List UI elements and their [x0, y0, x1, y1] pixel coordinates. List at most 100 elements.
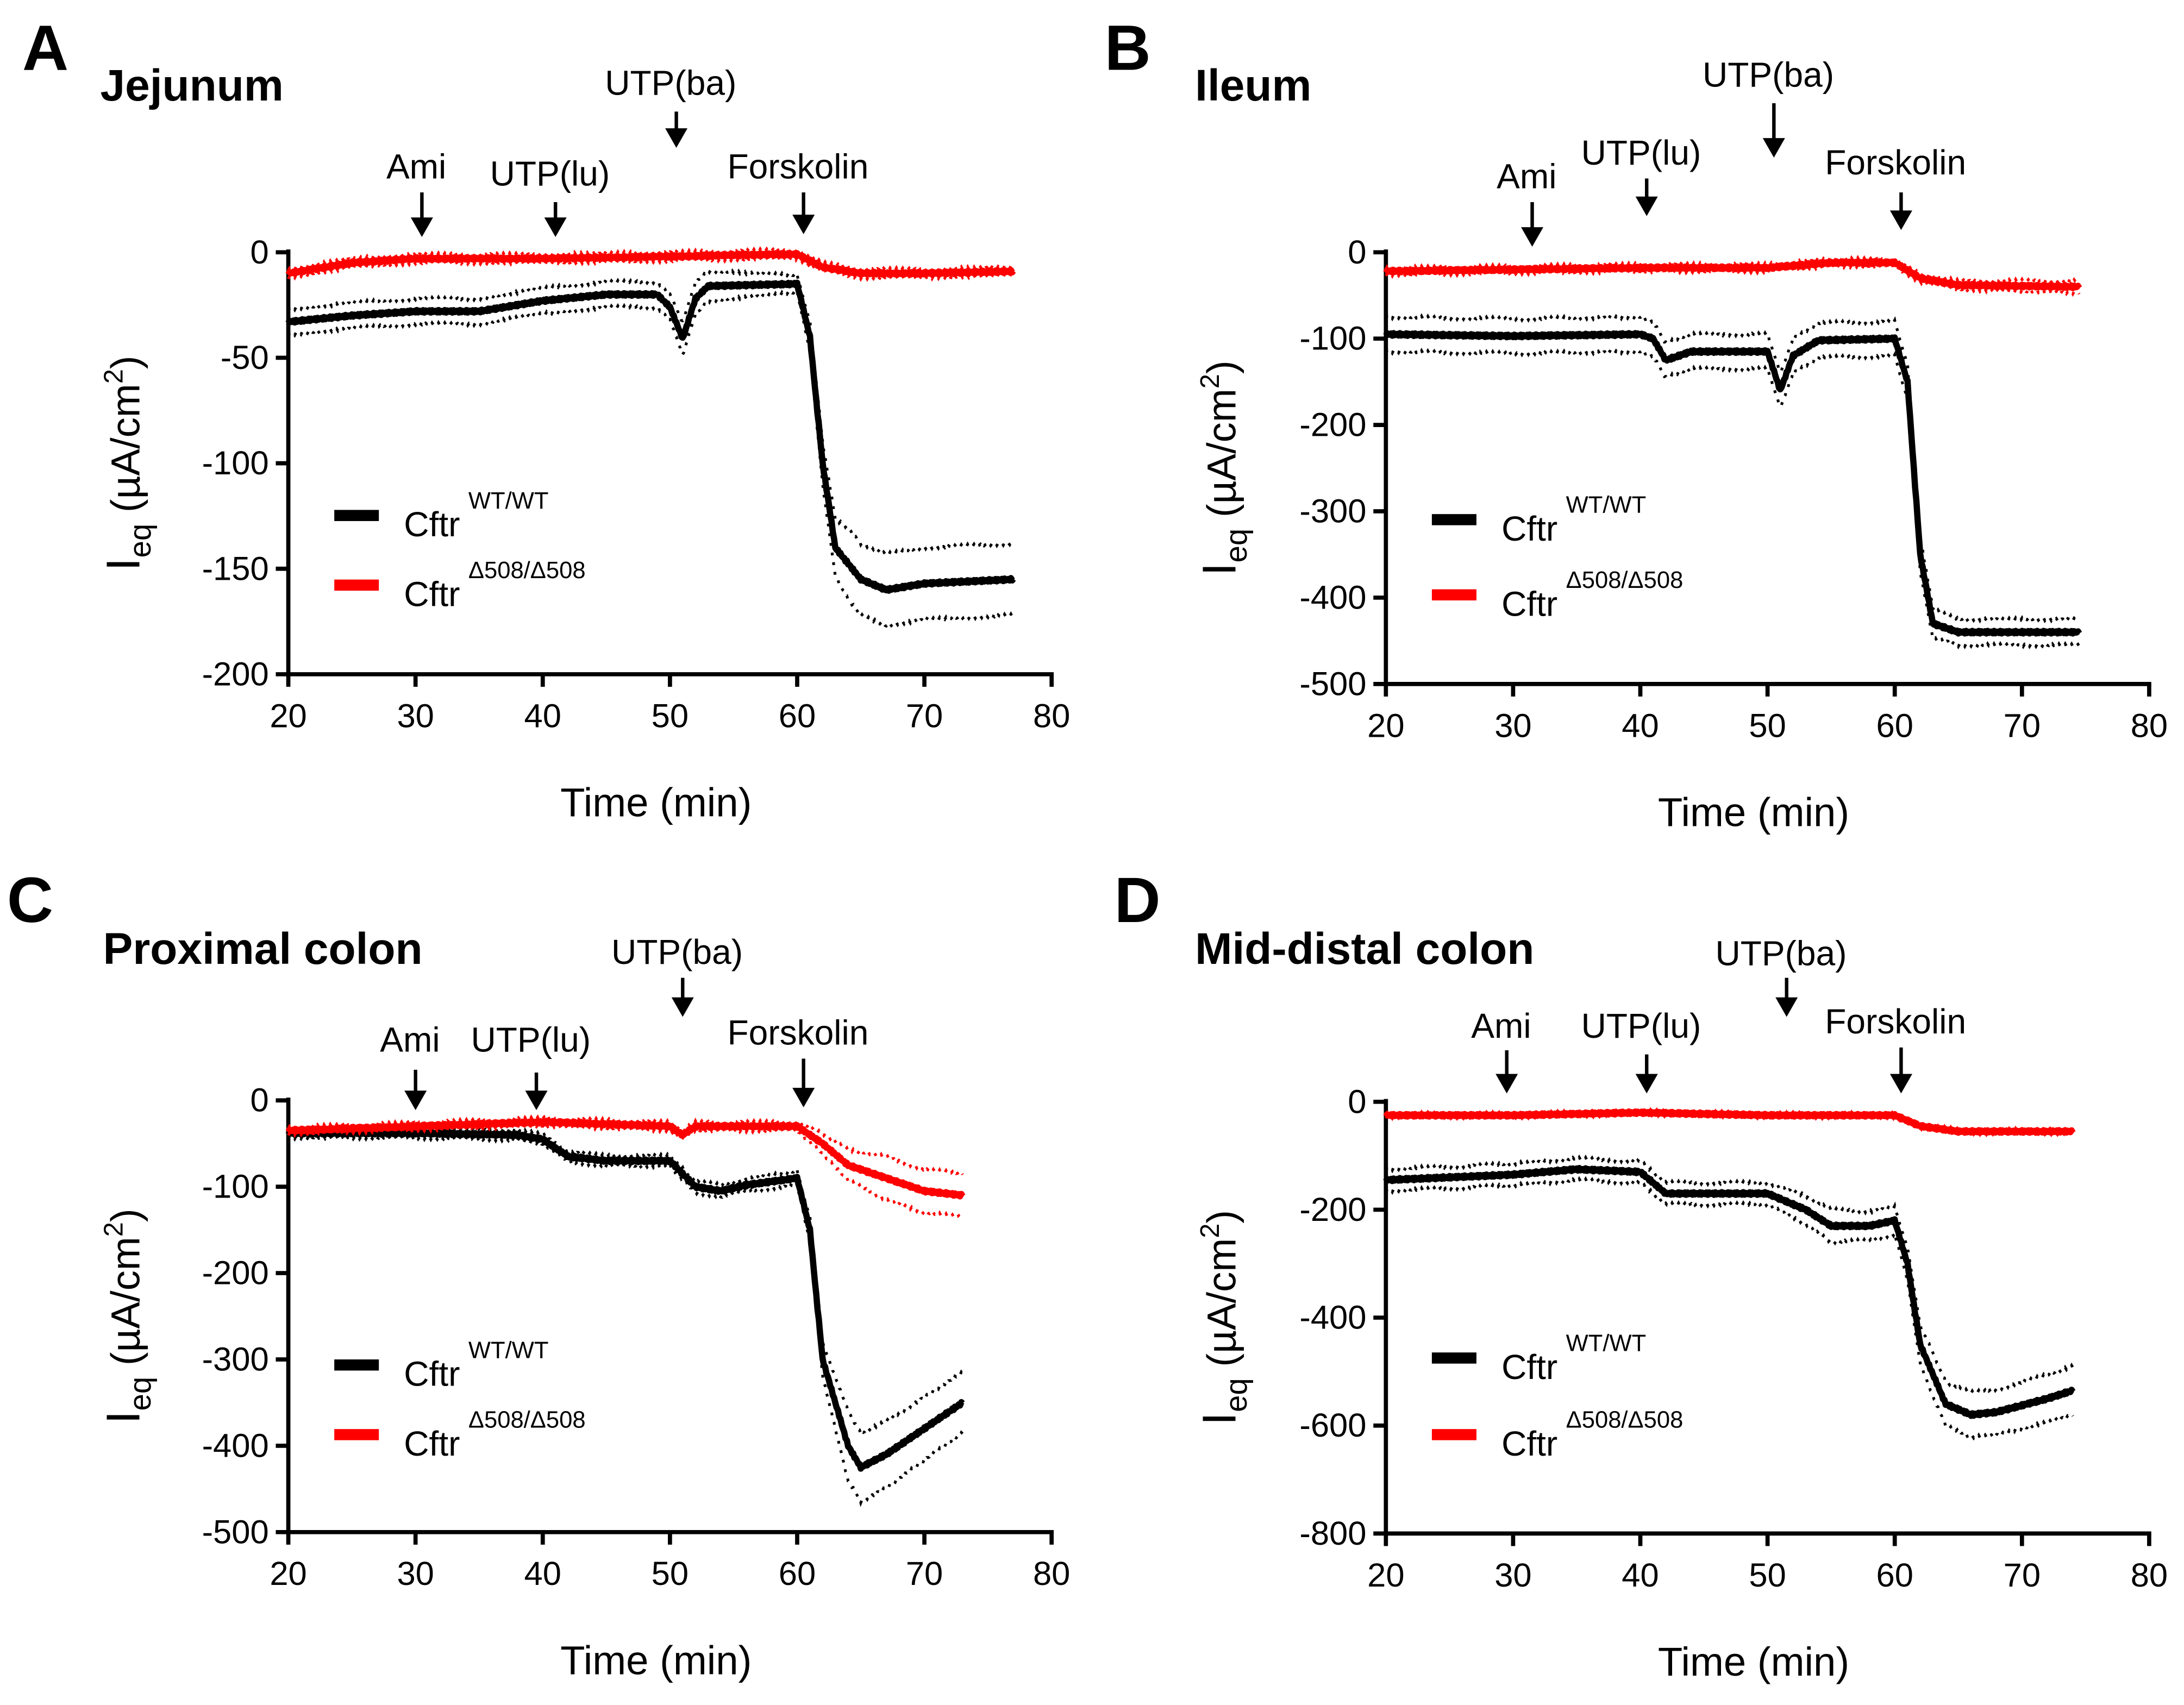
sem-upper-line: [1385, 254, 2081, 285]
y-label-symbol: I: [1193, 1412, 1246, 1425]
arrow-down-icon: [1889, 1074, 1912, 1094]
y-tick-label: 0: [250, 1082, 268, 1119]
legend-swatch: [1431, 1429, 1476, 1440]
panel-title: Proximal colon: [103, 924, 423, 974]
y-tick-label: -300: [1299, 493, 1366, 530]
x-tick-label: 80: [2131, 707, 2168, 744]
y-tick-label: -200: [202, 655, 269, 693]
x-tick-label: 60: [779, 1555, 816, 1593]
x-tick-label: 60: [779, 697, 816, 735]
series-line: [1383, 258, 2082, 291]
arrow-down-icon: [792, 215, 815, 234]
panel-a: A Jejunum 20 30 40 50 60 70 80 0 -50 -100 -150 -200 Ti…: [22, 12, 1070, 825]
y-tick-label: -200: [1299, 406, 1366, 444]
sem-lower-line: [1385, 347, 2081, 650]
legend-swatch: [334, 510, 379, 521]
y-axis-label: Ieq (µA/cm2): [97, 355, 157, 571]
sem-lower-line: [287, 254, 1015, 282]
y-tick-label: 0: [1348, 1083, 1366, 1120]
y-tick-label: -400: [1299, 579, 1366, 616]
annotation-label: UTP(lu): [471, 1020, 591, 1060]
sem-upper-line: [1385, 313, 2081, 624]
panel-title: Jejunum: [101, 61, 284, 110]
legend-label: Cftr Δ508/Δ508: [404, 557, 585, 613]
annotation-label: Forskolin: [1825, 1002, 1966, 1041]
legend-genotype: Δ508/Δ508: [1566, 567, 1684, 593]
y-label-subscript: eq: [123, 1377, 157, 1411]
series-line: [285, 250, 1016, 278]
x-tick-label: 70: [2004, 707, 2041, 744]
y-axis-label: Ieq (µA/cm2): [97, 1208, 157, 1424]
y-label-close: ): [1199, 360, 1244, 374]
y-tick-label: -50: [221, 339, 269, 377]
legend-label: Cftr WT/WT: [404, 488, 548, 544]
y-label-superscript: 2: [99, 369, 129, 384]
legend-genotype: WT/WT: [468, 1337, 549, 1363]
x-tick-label: 20: [270, 1555, 306, 1593]
x-axis-label: Time (min): [560, 780, 752, 825]
arrow-down-icon: [1495, 1074, 1518, 1094]
annotation-label: Ami: [386, 147, 446, 186]
y-label-symbol: I: [1193, 563, 1246, 576]
arrow-down-icon: [525, 1090, 548, 1111]
sem-upper-line: [287, 267, 1015, 558]
arrow-down-icon: [404, 1090, 427, 1111]
x-axis-label: Time (min): [560, 1638, 752, 1683]
x-tick-label: 80: [1033, 697, 1070, 735]
legend-label: Cftr WT/WT: [1501, 492, 1646, 548]
legend-label: Cftr Δ508/Δ508: [1501, 567, 1683, 623]
sem-lower-line: [287, 1133, 964, 1507]
annotation-label: UTP(lu): [490, 154, 610, 193]
panel-letter: A: [22, 12, 68, 84]
y-tick-label: 0: [1348, 234, 1366, 271]
x-tick-label: 50: [1749, 1557, 1786, 1594]
y-tick-label: -600: [1299, 1407, 1366, 1444]
legend-genotype: WT/WT: [468, 488, 549, 514]
y-tick-label: -500: [202, 1513, 269, 1551]
x-tick-label: 30: [1494, 707, 1531, 744]
arrow-down-icon: [1521, 227, 1544, 247]
x-tick-label: 70: [2004, 1557, 2041, 1594]
x-tick-label: 60: [1876, 707, 1913, 744]
arrow-down-icon: [1635, 196, 1658, 216]
x-tick-label: 30: [1494, 1557, 1531, 1594]
x-tick-label: 20: [270, 697, 306, 735]
legend-name: Cftr: [1501, 1347, 1557, 1387]
y-tick-label: -500: [1299, 665, 1366, 703]
arrow-down-icon: [1635, 1074, 1658, 1094]
arrow-down-icon: [1775, 997, 1798, 1017]
panel-letter: C: [7, 864, 53, 936]
legend-name: Cftr: [404, 574, 460, 613]
annotation-label: Ami: [1471, 1006, 1531, 1045]
arrow-down-icon: [671, 997, 694, 1017]
legend-genotype: Δ508/Δ508: [468, 557, 586, 584]
legend-name: Cftr: [1501, 509, 1557, 548]
legend-swatch: [334, 579, 379, 591]
arrow-down-icon: [1889, 210, 1912, 230]
y-label-subscript: eq: [1219, 1378, 1253, 1412]
y-label-symbol: I: [97, 558, 149, 571]
x-tick-label: 20: [1367, 1557, 1404, 1594]
legend-label: Cftr Δ508/Δ508: [1501, 1407, 1683, 1463]
y-tick-label: -200: [202, 1255, 269, 1292]
x-tick-label: 30: [397, 1555, 434, 1593]
legend-swatch: [1431, 1352, 1476, 1364]
panel-d: D Mid-distal colon 20 30 40 50 60 70 80 0 -200 -400…: [1115, 864, 2168, 1684]
legend-genotype: Δ508/Δ508: [1566, 1407, 1684, 1433]
y-tick-label: 0: [250, 234, 268, 271]
y-label-superscript: 2: [99, 1222, 129, 1237]
x-tick-label: 80: [2131, 1557, 2168, 1594]
series-line: [285, 1118, 966, 1200]
legend-swatch: [1431, 589, 1476, 601]
legend-name: Cftr: [404, 505, 460, 544]
y-label-symbol: I: [97, 1411, 149, 1424]
panel-title: Ileum: [1195, 61, 1311, 110]
series-line: [1383, 330, 2082, 637]
y-label-close: ): [103, 355, 148, 369]
legend-label: Cftr WT/WT: [1501, 1331, 1646, 1387]
panel-letter: B: [1105, 12, 1151, 84]
y-tick-label: -100: [202, 1168, 269, 1206]
sem-lower-line: [1385, 1176, 2074, 1441]
legend-genotype: Δ508/Δ508: [468, 1407, 586, 1433]
